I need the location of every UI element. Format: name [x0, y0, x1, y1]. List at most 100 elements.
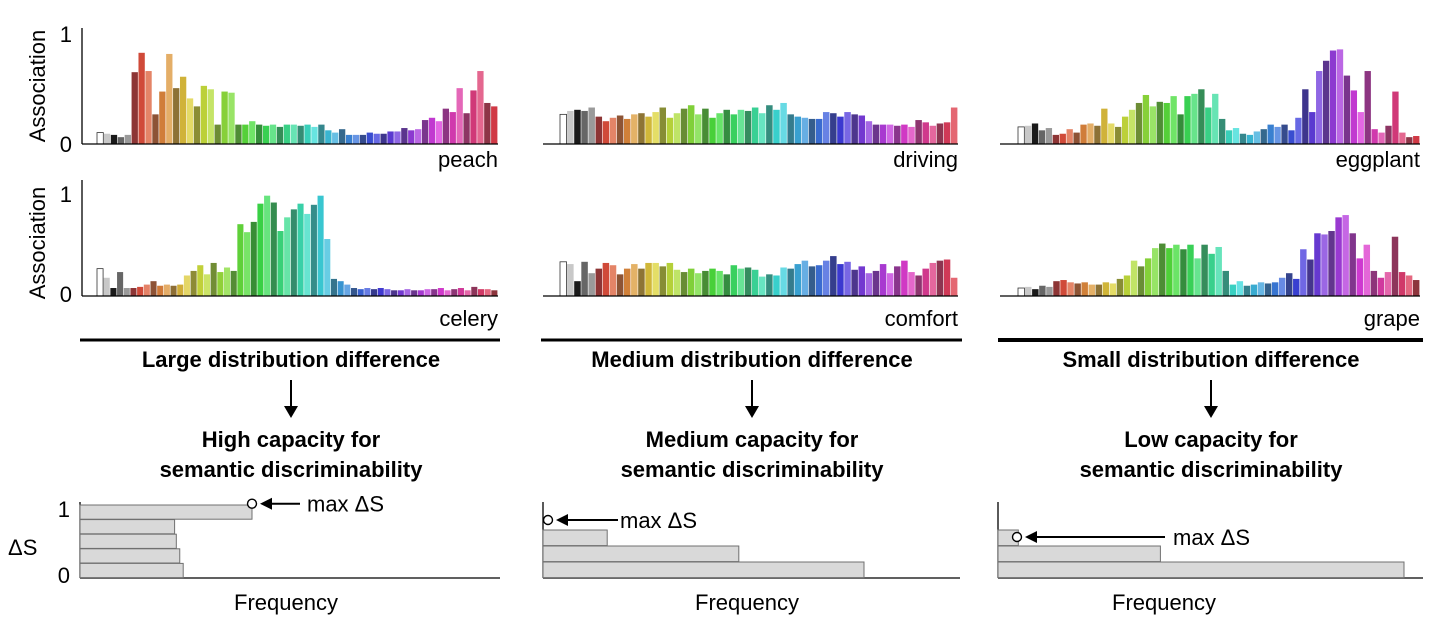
eggplant-bar — [1024, 125, 1032, 144]
peach-bar — [304, 124, 311, 144]
celery-bar — [130, 288, 137, 296]
comfort-bar — [787, 268, 794, 296]
capacity-heading: semantic discriminability — [1080, 457, 1344, 482]
celery-bar — [484, 289, 491, 296]
driving-bar — [929, 125, 937, 144]
driving-bar — [581, 110, 588, 144]
comfort-bar — [623, 268, 631, 296]
celery-bar — [317, 195, 324, 296]
peach-bar — [117, 137, 125, 144]
eggplant-bar — [1121, 116, 1129, 144]
peach-bar — [401, 128, 408, 144]
grape-bar — [1144, 258, 1152, 296]
grape-bar — [1053, 281, 1060, 296]
celery-bar — [437, 288, 444, 296]
celery-bar — [264, 195, 271, 296]
eggplant-bar — [1219, 118, 1226, 144]
eggplant-bar — [1073, 132, 1080, 144]
grape-bar — [1257, 282, 1265, 296]
celery-bar — [377, 288, 384, 296]
peach-bar — [345, 134, 353, 144]
grape-bar — [1187, 244, 1194, 296]
driving-bar — [759, 113, 766, 144]
eggplant-bar — [1163, 102, 1170, 144]
comfort-bar — [645, 262, 652, 296]
celery-bar — [464, 290, 471, 296]
peach-bar — [297, 125, 304, 144]
celery-bar — [237, 224, 244, 296]
driving-bar — [602, 121, 610, 144]
comfort-bar — [695, 273, 702, 296]
driving-bar — [865, 121, 873, 144]
peach-bar — [359, 134, 367, 144]
driving-bar — [709, 117, 716, 144]
peach-bar — [249, 121, 256, 144]
comfort-bar — [595, 268, 603, 296]
grape-bar — [1116, 278, 1124, 296]
grape-bar — [1102, 282, 1110, 296]
driving-bar — [908, 126, 915, 144]
eggplant-bar — [1184, 96, 1191, 144]
grape-bar — [1349, 233, 1356, 296]
celery-bar — [183, 275, 190, 296]
celery-bar — [217, 272, 224, 296]
eggplant-bar — [1281, 124, 1288, 144]
comfort-bar — [922, 268, 929, 296]
histogram-bar — [79, 562, 184, 579]
distribution-heading: Medium distribution difference — [591, 347, 912, 372]
comfort-bar — [815, 265, 823, 296]
celery-bar — [310, 204, 317, 296]
grape-bar — [1250, 284, 1258, 296]
peach-bar — [179, 76, 187, 144]
eggplant-bar — [1149, 106, 1157, 144]
comfort-bar — [716, 270, 723, 296]
grape-bar — [1377, 277, 1385, 296]
celery-bar — [304, 213, 311, 296]
grape-bar — [1137, 266, 1145, 296]
grape-bar — [1208, 253, 1215, 296]
grape-bar — [1109, 283, 1117, 296]
comfort-bar — [830, 256, 837, 296]
eggplant-bar — [1031, 123, 1039, 144]
peach-bar — [262, 125, 270, 144]
peach-bar — [283, 124, 290, 144]
eggplant-bar — [1017, 126, 1025, 145]
driving-bar — [595, 116, 603, 144]
comfort-bar — [702, 270, 709, 296]
celery-bar — [491, 290, 498, 296]
peach-bar — [145, 71, 152, 144]
driving-bar — [687, 105, 695, 144]
grape-bar — [1335, 217, 1342, 296]
peach-bar — [235, 124, 242, 144]
grape-bar — [1384, 272, 1392, 296]
y-tick-label: 0 — [58, 563, 70, 588]
celery-bar — [417, 290, 424, 296]
driving-bar — [645, 116, 652, 144]
y-axis-title: Association — [25, 187, 50, 300]
y-tick-label: 1 — [60, 22, 72, 47]
peach-bar — [159, 91, 166, 144]
down-arrow-head — [284, 406, 298, 418]
celery-bar — [364, 288, 371, 296]
driving-bar — [787, 114, 794, 144]
peach-bar — [325, 130, 332, 144]
histogram-bar — [542, 561, 865, 579]
max-delta-s-marker — [1011, 531, 1023, 543]
driving-bar — [886, 124, 894, 144]
comfort-bar — [602, 262, 610, 296]
celery-bar — [163, 284, 170, 296]
eggplant-bar — [1329, 50, 1337, 144]
eggplant-bar — [1350, 90, 1358, 144]
peach-bar — [290, 124, 297, 144]
celery-bar — [350, 288, 358, 296]
grape-bar — [1264, 283, 1272, 296]
eggplant-bar — [1260, 129, 1267, 144]
peach-bar — [221, 91, 228, 144]
eggplant-bar — [1156, 101, 1163, 144]
peach-bar — [366, 132, 373, 144]
grape-bar — [1215, 246, 1222, 296]
peach-bar — [242, 124, 249, 144]
celery-bar — [411, 290, 418, 296]
celery-bar — [143, 284, 150, 296]
histogram-bar — [542, 545, 740, 563]
